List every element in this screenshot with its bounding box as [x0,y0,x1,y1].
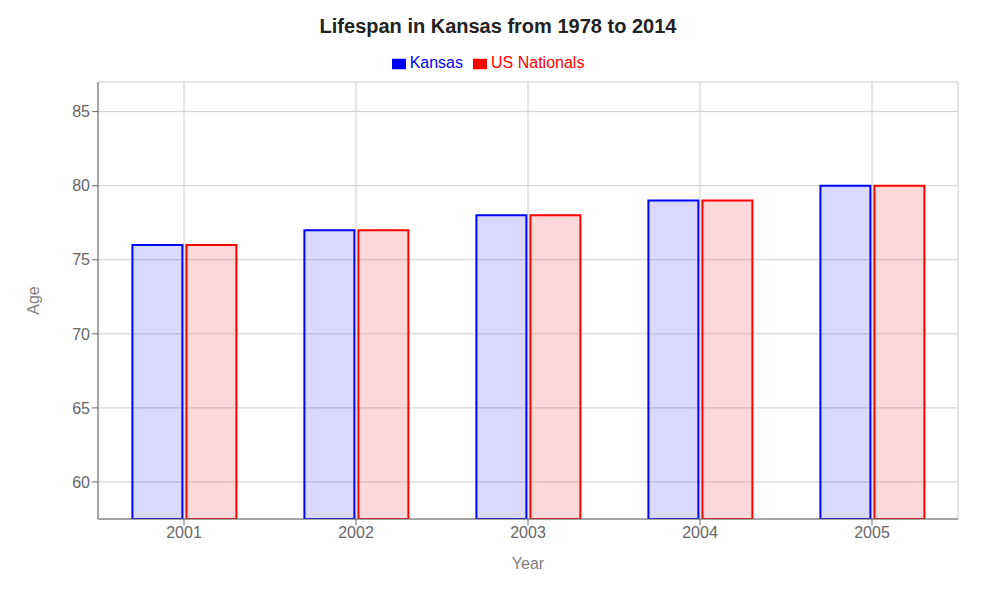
svg-text:2002: 2002 [338,524,374,541]
svg-text:65: 65 [72,400,90,417]
svg-text:2004: 2004 [682,524,718,541]
svg-text:2001: 2001 [166,524,202,541]
svg-text:2005: 2005 [854,524,890,541]
svg-text:70: 70 [72,326,90,343]
svg-text:60: 60 [72,474,90,491]
svg-text:75: 75 [72,251,90,268]
svg-text:Year: Year [512,555,545,572]
svg-text:85: 85 [72,103,90,120]
html-text:US Nationals: US Nationals [491,54,585,71]
svg-text:2003: 2003 [510,524,546,541]
svg-text:80: 80 [72,177,90,194]
html-text:Lifespan in Kansas from 1978 t: Lifespan in Kansas from 1978 to 2014 [319,15,677,37]
html-text:Kansas: Kansas [409,54,463,71]
svg-text:Age: Age [25,286,42,315]
